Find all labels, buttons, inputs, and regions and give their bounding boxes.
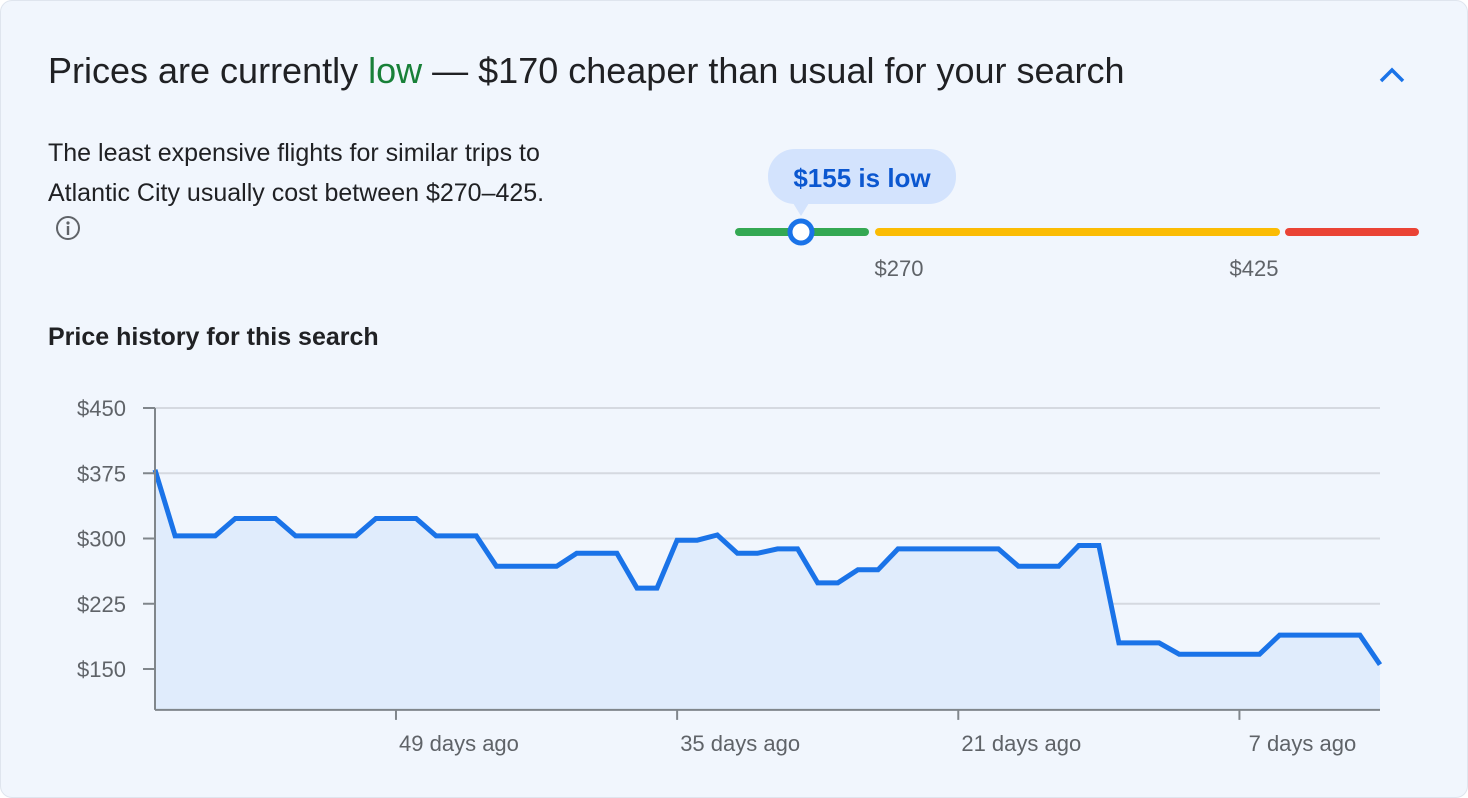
title-suffix: — $170 cheaper than usual for your searc…: [422, 50, 1125, 91]
current-price-tooltip: $155 is low: [768, 149, 956, 216]
price-line: [152, 469, 1383, 667]
chevron-up-icon: [1379, 67, 1405, 83]
x-tick-label: 49 days ago: [399, 731, 519, 756]
title-prefix: Prices are currently: [48, 50, 369, 91]
x-tick-label: 7 days ago: [1249, 731, 1357, 756]
price-history-heading: Price history for this search: [48, 323, 379, 351]
typical-range-segment: [875, 228, 1280, 236]
x-tick-label: 21 days ago: [961, 731, 1081, 756]
current-price-label: $155 is low: [793, 163, 931, 193]
price-area-fill: [155, 469, 1380, 710]
description-text: The least expensive flights for similar …: [48, 139, 545, 207]
x-tick-label: 35 days ago: [680, 731, 800, 756]
price-level: low: [368, 50, 423, 91]
low-threshold-label: $270: [875, 256, 924, 281]
info-button[interactable]: [54, 214, 82, 254]
collapse-button[interactable]: [1374, 58, 1410, 94]
y-tick-label: $450: [77, 396, 126, 421]
y-tick-label: $225: [77, 592, 126, 617]
high-threshold-label: $425: [1230, 256, 1279, 281]
price-range-description: The least expensive flights for similar …: [48, 133, 568, 254]
price-insight-title: Prices are currently low — $170 cheaper …: [48, 50, 1125, 92]
current-price-marker: [787, 218, 815, 246]
high-range-segment: [1285, 228, 1419, 236]
info-icon: [56, 216, 80, 241]
y-tick-label: $375: [77, 461, 126, 486]
y-tick-label: $300: [77, 527, 126, 552]
y-tick-label: $150: [77, 657, 126, 682]
